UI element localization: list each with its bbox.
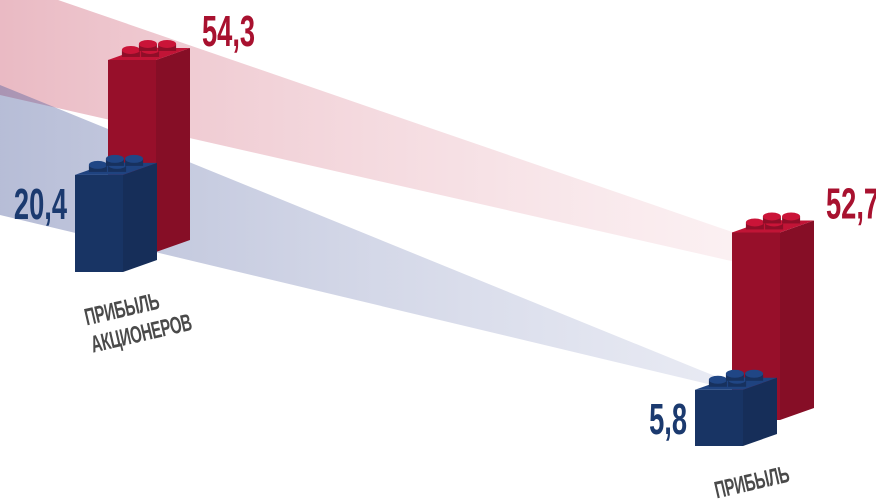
red-band xyxy=(0,0,815,280)
brick-side xyxy=(156,47,190,253)
brick-side xyxy=(743,377,777,446)
stud xyxy=(125,154,144,163)
stud xyxy=(121,45,140,54)
stud xyxy=(782,212,801,221)
stud xyxy=(762,212,781,221)
brick-side xyxy=(780,220,814,420)
stud xyxy=(158,39,177,48)
stud xyxy=(138,39,157,48)
stud xyxy=(105,154,124,163)
value-label: 5,8 xyxy=(649,394,687,443)
stud xyxy=(745,369,764,378)
stud xyxy=(708,375,727,384)
brick-side xyxy=(123,162,157,272)
value-label: 54,3 xyxy=(202,6,255,55)
bar xyxy=(75,174,123,272)
stud xyxy=(88,160,107,169)
stud xyxy=(725,369,744,378)
bar xyxy=(695,389,743,446)
value-label: 20,4 xyxy=(14,179,68,228)
stud xyxy=(745,218,764,227)
value-label: 52,7 xyxy=(826,179,876,228)
